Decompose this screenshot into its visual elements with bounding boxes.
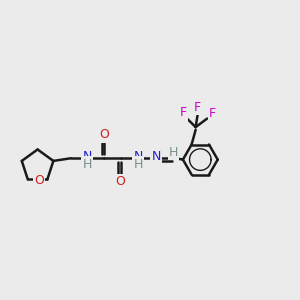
Text: O: O: [116, 175, 125, 188]
Text: F: F: [209, 107, 216, 120]
Text: O: O: [99, 128, 109, 142]
Text: N: N: [133, 150, 142, 163]
Text: O: O: [34, 174, 44, 187]
Text: N: N: [83, 150, 92, 163]
Text: N: N: [152, 150, 161, 164]
Text: F: F: [194, 100, 201, 114]
Text: F: F: [180, 106, 187, 119]
Text: H: H: [83, 158, 92, 171]
Text: H: H: [169, 146, 178, 159]
Text: H: H: [133, 158, 142, 171]
